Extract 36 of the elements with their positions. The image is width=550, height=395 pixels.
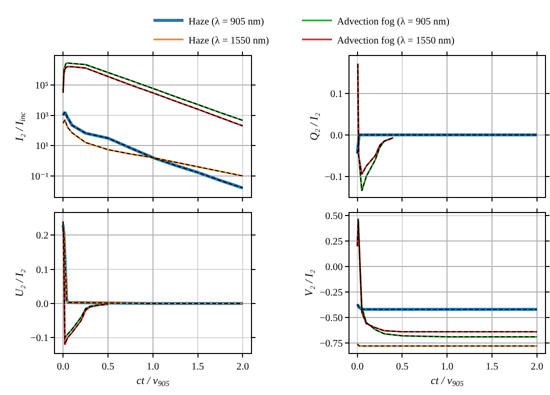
y-tick-label: −0.1 (30, 333, 48, 344)
x-tick-label: 2.0 (530, 362, 544, 373)
y-tick-label: 0.50 (325, 211, 343, 222)
y-tick-label: −0.25 (320, 288, 343, 299)
y-tick-label: 0.1 (330, 88, 343, 100)
x-tick-label: 1.0 (146, 362, 160, 373)
y-tick-label: 10³ (36, 110, 48, 122)
x-tick-label: 1.0 (440, 362, 454, 373)
y-axis-title: Q₂ / I₂ (308, 112, 320, 141)
x-axis-title: ct / v$_{905}$ (430, 374, 464, 388)
y-tick-label: 0.1 (36, 264, 48, 276)
y-tick-label: −0.50 (320, 312, 343, 324)
y-axis-title: V₂ / I₂ (303, 270, 316, 296)
x-tick-label: 0.5 (102, 362, 114, 373)
y-tick-label: 0.0 (330, 130, 343, 142)
y-axis-title: U₂ / I₂ (14, 268, 26, 297)
legend-label: Haze (λ = 1550 nm) (188, 35, 269, 46)
x-axis-title: ct / v$_{905}$ (136, 374, 170, 388)
x-tick-label: 0.0 (351, 362, 364, 373)
y-tick-label: 10⁵ (35, 80, 48, 92)
x-tick-label: 1.5 (486, 362, 498, 373)
y-tick-label: −0.1 (324, 172, 343, 183)
legend-label: Advection fog (λ = 1550 nm) (337, 35, 454, 46)
x-tick-label: 0.0 (56, 362, 70, 373)
x-tick-label: 1.5 (192, 362, 204, 373)
y-tick-label: −0.75 (320, 338, 343, 350)
y-tick-label: 0.2 (36, 230, 48, 242)
y-tick-label: 10¹ (36, 141, 48, 152)
y-tick-label: 10⁻¹ (30, 171, 48, 182)
legend-label: Haze (λ = 905 nm) (188, 16, 264, 28)
y-tick-label: 0.25 (325, 236, 343, 248)
y-tick-label: 0.00 (325, 262, 343, 274)
legend-label: Advection fog (λ = 905 nm) (337, 16, 450, 28)
y-tick-label: 0.0 (36, 299, 48, 310)
x-tick-label: 0.5 (396, 362, 408, 373)
x-tick-label: 2.0 (236, 362, 249, 373)
